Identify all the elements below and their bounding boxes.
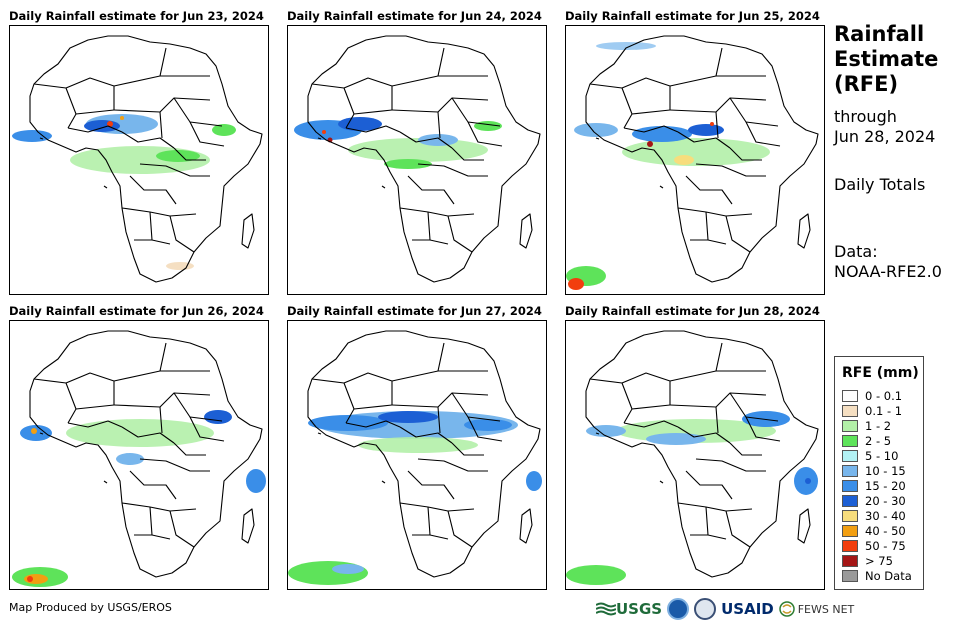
fews-net-text: FEWS NET (797, 602, 855, 616)
rainfall-map-jun-25 (565, 25, 825, 295)
panel-title-jun-23: Daily Rainfall estimate for Jun 23, 2024 (9, 9, 264, 23)
through-date: Jun 28, 2024 (834, 127, 936, 146)
legend-swatch (842, 420, 858, 432)
legend-item: 15 - 20 (842, 479, 906, 493)
usgs-logo: USGS (596, 600, 662, 618)
legend-label: 1 - 2 (865, 419, 892, 433)
period-label: Daily Totals (834, 175, 926, 194)
legend-label: 5 - 10 (865, 449, 899, 463)
legend-label: 2 - 5 (865, 434, 892, 448)
legend-label: 0 - 0.1 (865, 389, 903, 403)
legend-swatch (842, 540, 858, 552)
legend-swatch (842, 465, 858, 477)
main-title-line1: Rainfall (834, 22, 925, 46)
legend-item: 20 - 30 (842, 494, 906, 508)
usaid-logo: USAID (721, 600, 774, 618)
panel-title-jun-28: Daily Rainfall estimate for Jun 28, 2024 (565, 304, 820, 318)
legend-swatch (842, 450, 858, 462)
legend-swatch (842, 495, 858, 507)
through-label: through (834, 107, 897, 126)
rfe-legend: RFE (mm) 0 - 0.1 0.1 - 1 1 - 2 2 - 5 5 -… (834, 356, 924, 590)
legend-swatch (842, 525, 858, 537)
legend-item: 5 - 10 (842, 449, 898, 463)
legend-swatch (842, 435, 858, 447)
legend-label: > 75 (865, 554, 893, 568)
legend-item: 1 - 2 (842, 419, 891, 433)
legend-title: RFE (mm) (842, 365, 919, 381)
panel-title-jun-27: Daily Rainfall estimate for Jun 27, 2024 (287, 304, 542, 318)
usgs-wave-icon (596, 602, 616, 616)
legend-label: 30 - 40 (865, 509, 906, 523)
legend-swatch (842, 405, 858, 417)
rainfall-map-jun-27 (287, 320, 547, 590)
legend-item: 0.1 - 1 (842, 404, 902, 418)
data-source: NOAA-RFE2.0 (834, 262, 942, 281)
globe-icon (778, 601, 795, 617)
legend-item: 0 - 0.1 (842, 389, 902, 403)
map-credit: Map Produced by USGS/EROS (9, 601, 172, 614)
legend-item: 10 - 15 (842, 464, 906, 478)
data-label: Data: (834, 242, 878, 261)
rainfall-map-jun-26 (9, 320, 269, 590)
fews-net-logo: FEWS NET (778, 601, 855, 617)
legend-swatch (842, 480, 858, 492)
panel-title-jun-24: Daily Rainfall estimate for Jun 24, 2024 (287, 9, 542, 23)
legend-item: > 75 (842, 554, 893, 568)
legend-label: 15 - 20 (865, 479, 906, 493)
panel-title-jun-26: Daily Rainfall estimate for Jun 26, 2024 (9, 304, 264, 318)
legend-swatch (842, 510, 858, 522)
legend-label: 50 - 75 (865, 539, 906, 553)
usgs-logo-text: USGS (616, 600, 663, 618)
panel-title-jun-25: Daily Rainfall estimate for Jun 25, 2024 (565, 9, 820, 23)
legend-item: 50 - 75 (842, 539, 906, 553)
legend-item: 2 - 5 (842, 434, 891, 448)
legend-item: No Data (842, 569, 912, 583)
main-title-line3: (RFE) (834, 72, 899, 96)
legend-item: 40 - 50 (842, 524, 906, 538)
main-title: Rainfall Estimate (RFE) (834, 22, 938, 97)
legend-swatch (842, 570, 858, 582)
legend-label: 40 - 50 (865, 524, 906, 538)
legend-label: 20 - 30 (865, 494, 906, 508)
rainfall-map-jun-23 (9, 25, 269, 295)
main-title-line2: Estimate (834, 47, 939, 71)
agency-logos: USGS USAID FEWS NET (596, 598, 854, 620)
rainfall-map-jun-28 (565, 320, 825, 590)
legend-swatch (842, 390, 858, 402)
noaa-emblem-icon (667, 598, 690, 620)
legend-item: 30 - 40 (842, 509, 906, 523)
legend-label: 10 - 15 (865, 464, 906, 478)
legend-label: 0.1 - 1 (865, 404, 903, 418)
rainfall-map-jun-24 (287, 25, 547, 295)
state-seal-icon (694, 598, 717, 620)
legend-label: No Data (865, 569, 912, 583)
legend-swatch (842, 555, 858, 567)
